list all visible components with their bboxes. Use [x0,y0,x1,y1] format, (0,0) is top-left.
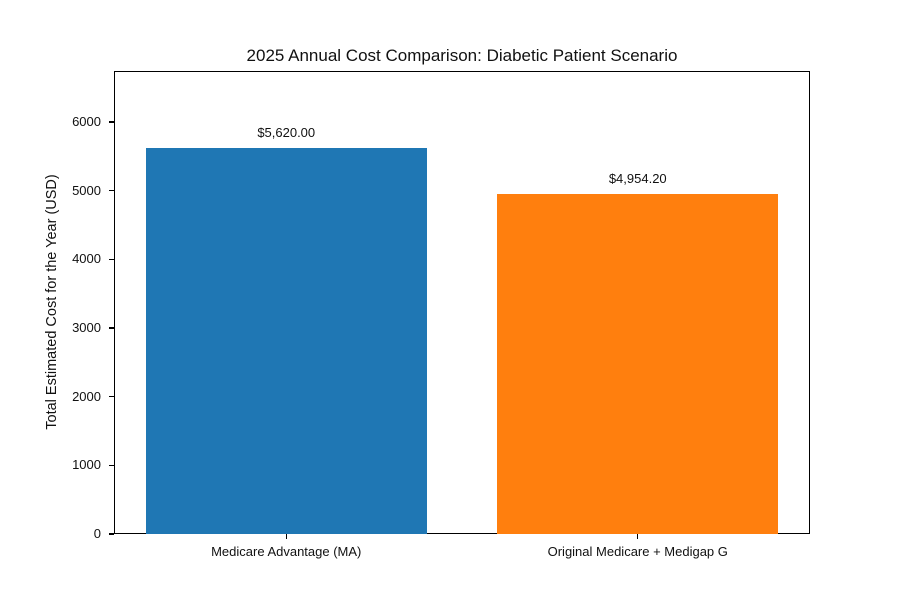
x-axis-tick-label: Original Medicare + Medigap G [547,544,728,559]
y-axis-tick-label: 2000 [72,388,101,404]
y-axis-tick-mark [109,533,114,535]
bar-value-label: $4,954.20 [608,170,667,186]
x-axis-tick-mark [285,534,287,539]
y-axis-tick-mark [109,258,114,260]
chart-title: 2025 Annual Cost Comparison: Diabetic Pa… [246,46,678,65]
x-axis-tick-label: Medicare Advantage (MA) [211,544,362,559]
bar-original-medicare-medigap-g [497,193,779,534]
y-axis-tick-label: 1000 [72,457,101,473]
y-axis-tick-label: 5000 [72,182,101,198]
y-axis-tick-mark [109,396,114,398]
y-axis-tick-label: 4000 [72,251,101,267]
y-axis-tick-mark [109,190,114,192]
y-axis-tick-mark [109,464,114,466]
y-axis-tick-label: 0 [93,526,101,541]
x-axis-tick-mark [637,534,639,539]
y-axis-tick-mark [109,327,114,329]
y-axis-tick-label: 6000 [72,114,101,130]
y-axis-tick-mark [109,121,114,123]
bar-value-label: $5,620.00 [257,125,316,141]
bar-medicare-advantage-ma [145,148,427,534]
y-axis-tick-label: 3000 [72,320,101,336]
